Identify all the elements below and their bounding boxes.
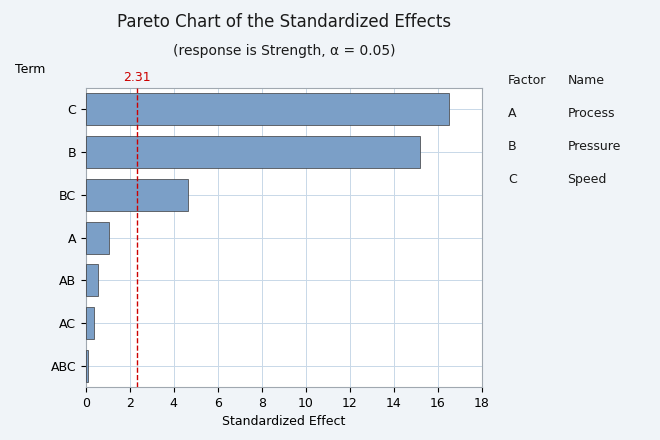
Text: Factor: Factor bbox=[508, 73, 546, 87]
Text: A: A bbox=[508, 106, 517, 120]
Text: Pareto Chart of the Standardized Effects: Pareto Chart of the Standardized Effects bbox=[117, 13, 451, 31]
Bar bbox=[86, 222, 109, 253]
Text: 2.31: 2.31 bbox=[123, 70, 150, 84]
X-axis label: Standardized Effect: Standardized Effect bbox=[222, 415, 345, 429]
Text: Pressure: Pressure bbox=[568, 139, 621, 153]
Bar bbox=[86, 264, 98, 297]
Text: Term: Term bbox=[15, 63, 45, 76]
Text: Speed: Speed bbox=[568, 172, 607, 186]
Text: Name: Name bbox=[568, 73, 605, 87]
Bar bbox=[86, 307, 94, 339]
Bar bbox=[86, 93, 449, 125]
Text: Process: Process bbox=[568, 106, 615, 120]
Bar bbox=[86, 179, 188, 211]
Text: B: B bbox=[508, 139, 517, 153]
Bar bbox=[86, 136, 420, 168]
Text: C: C bbox=[508, 172, 517, 186]
Bar bbox=[86, 350, 88, 382]
Text: (response is Strength, α = 0.05): (response is Strength, α = 0.05) bbox=[172, 44, 395, 58]
